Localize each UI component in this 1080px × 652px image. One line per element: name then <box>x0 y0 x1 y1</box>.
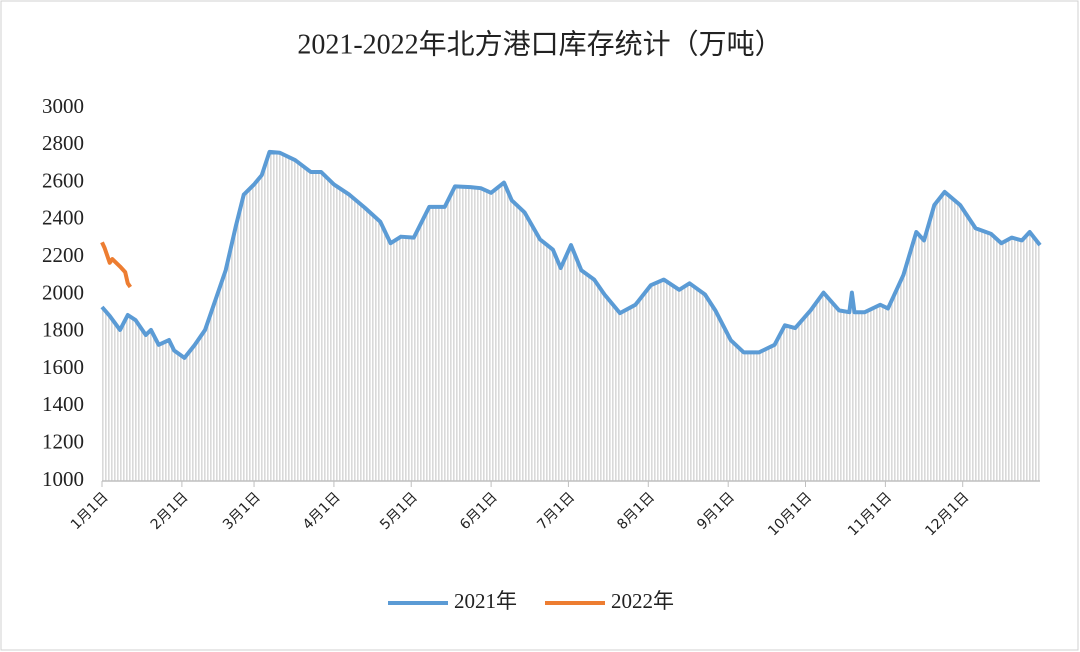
y-tick-label: 2200 <box>42 243 84 267</box>
area <box>102 151 1040 481</box>
y-tick-label: 2400 <box>42 206 84 230</box>
y-tick-label: 2600 <box>42 168 84 192</box>
y-tick-label: 1200 <box>42 430 84 454</box>
y-tick-label: 2800 <box>42 131 84 155</box>
legend-label: 2021年 <box>454 589 517 613</box>
y-tick-label: 2000 <box>42 280 84 304</box>
y-tick-label: 1400 <box>42 392 84 416</box>
chart-title: 2021-2022年北方港口库存统计（万吨） <box>297 28 782 60</box>
y-tick-label: 1600 <box>42 355 84 379</box>
series-line <box>100 149 1042 360</box>
series-line <box>100 241 132 289</box>
y-tick-label: 1800 <box>42 318 84 342</box>
legend-label: 2022年 <box>611 589 674 613</box>
y-tick-label: 3000 <box>42 94 84 118</box>
y-tick-label: 1000 <box>42 467 84 491</box>
